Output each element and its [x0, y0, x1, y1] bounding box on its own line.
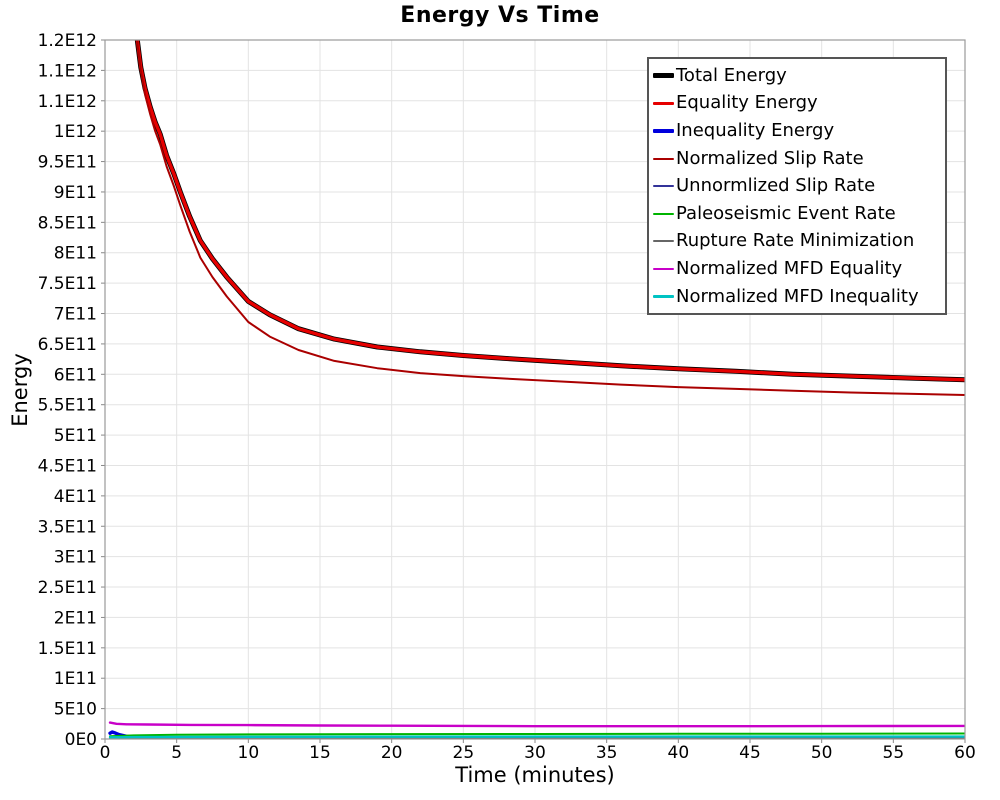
x-tick-label: 10	[238, 743, 260, 763]
x-tick-label: 35	[596, 743, 618, 763]
legend-item-normalized-mfd-inequality: Normalized MFD Inequality	[653, 283, 943, 311]
legend-item-normalized-mfd-equality: Normalized MFD Equality	[653, 255, 943, 283]
x-tick-label: 45	[739, 743, 761, 763]
legend-swatch-equality-energy	[653, 101, 674, 106]
y-tick-label: 1E11	[54, 669, 97, 689]
y-tick-label: 3E11	[54, 548, 97, 568]
y-tick-label: 7E11	[54, 305, 97, 325]
y-tick-label: 1.5E11	[38, 639, 97, 659]
x-tick-label: 60	[954, 743, 976, 763]
y-tick-label: 9.5E11	[38, 153, 97, 173]
y-tick-label: 9E11	[54, 183, 97, 203]
y-tick-label: 5E10	[54, 700, 97, 720]
chart-title: Energy Vs Time	[400, 3, 600, 28]
plot-border	[104, 39, 966, 740]
x-tick-label: 25	[453, 743, 475, 763]
legend-label: Equality Energy	[676, 92, 818, 114]
legend-swatch-rupture-rate-minimization	[653, 240, 674, 243]
x-tick-label: 20	[381, 743, 403, 763]
legend-swatch-total-energy	[653, 73, 674, 79]
x-tick-label: 0	[100, 743, 111, 763]
x-tick-label: 40	[668, 743, 690, 763]
legend-label: Rupture Rate Minimization	[676, 230, 915, 252]
x-tick-label: 15	[309, 743, 331, 763]
y-tick-label: 0E0	[65, 730, 97, 750]
y-tick-label: 1E12	[54, 122, 97, 142]
y-tick-label: 4E11	[54, 487, 97, 507]
x-axis-title: Time (minutes)	[455, 763, 615, 787]
legend-item-normalized-slip-rate: Normalized Slip Rate	[653, 145, 943, 173]
legend-label: Unnormlized Slip Rate	[676, 175, 876, 197]
x-tick-label: 30	[524, 743, 546, 763]
y-tick-label: 2.5E11	[38, 578, 97, 598]
legend-item-paleoseismic-event-rate: Paleoseismic Event Rate	[653, 200, 943, 228]
legend-item-total-energy: Total Energy	[653, 62, 943, 90]
y-tick-label: 7.5E11	[38, 274, 97, 294]
y-tick-label: 4.5E11	[38, 456, 97, 476]
y-tick-label: 5E11	[54, 426, 97, 446]
series-line-equality-energy	[135, 40, 965, 382]
y-tick-label: 6E11	[54, 365, 97, 385]
legend-item-inequality-energy: Inequality Energy	[653, 117, 943, 145]
legend-item-rupture-rate-minimization: Rupture Rate Minimization	[653, 228, 943, 256]
y-tick-label: 1.1E12	[38, 61, 97, 81]
series-line-normalized-slip-rate	[136, 40, 965, 396]
legend-swatch-unnormlized-slip-rate	[653, 185, 674, 188]
y-tick-label: 5.5E11	[38, 396, 97, 416]
legend-swatch-normalized-slip-rate	[653, 157, 674, 160]
legend-label: Total Energy	[676, 64, 787, 86]
y-tick-label: 8.5E11	[38, 213, 97, 233]
y-tick-label: 1.2E12	[38, 31, 97, 51]
y-tick-label: 2E11	[54, 608, 97, 628]
x-tick-label: 50	[811, 743, 833, 763]
x-tick-label: 5	[171, 743, 182, 763]
legend-swatch-normalized-mfd-inequality	[653, 295, 674, 298]
legend-label: Normalized MFD Equality	[676, 257, 903, 279]
legend-item-equality-energy: Equality Energy	[653, 90, 943, 118]
series-line-normalized-mfd-equality	[108, 721, 965, 728]
legend-label: Inequality Energy	[676, 119, 835, 141]
series-line-normalized-mfd-inequality	[108, 735, 965, 739]
legend-label: Normalized Slip Rate	[676, 147, 864, 169]
y-tick-label: 1.1E12	[38, 92, 97, 112]
legend-swatch-paleoseismic-event-rate	[653, 212, 674, 215]
series-line-paleoseismic-event-rate	[109, 732, 965, 738]
y-tick-label: 3.5E11	[38, 517, 97, 537]
x-tick-label: 55	[883, 743, 905, 763]
legend-item-unnormlized-slip-rate: Unnormlized Slip Rate	[653, 172, 943, 200]
legend-label: Paleoseismic Event Rate	[676, 202, 896, 224]
legend-swatch-inequality-energy	[653, 129, 674, 133]
y-tick-label: 8E11	[54, 244, 97, 264]
legend-label: Normalized MFD Inequality	[676, 285, 919, 307]
y-tick-label: 6.5E11	[38, 335, 97, 355]
legend: Total Energy Equality Energy Inequality En…	[647, 57, 947, 316]
legend-swatch-normalized-mfd-equality	[653, 267, 674, 271]
